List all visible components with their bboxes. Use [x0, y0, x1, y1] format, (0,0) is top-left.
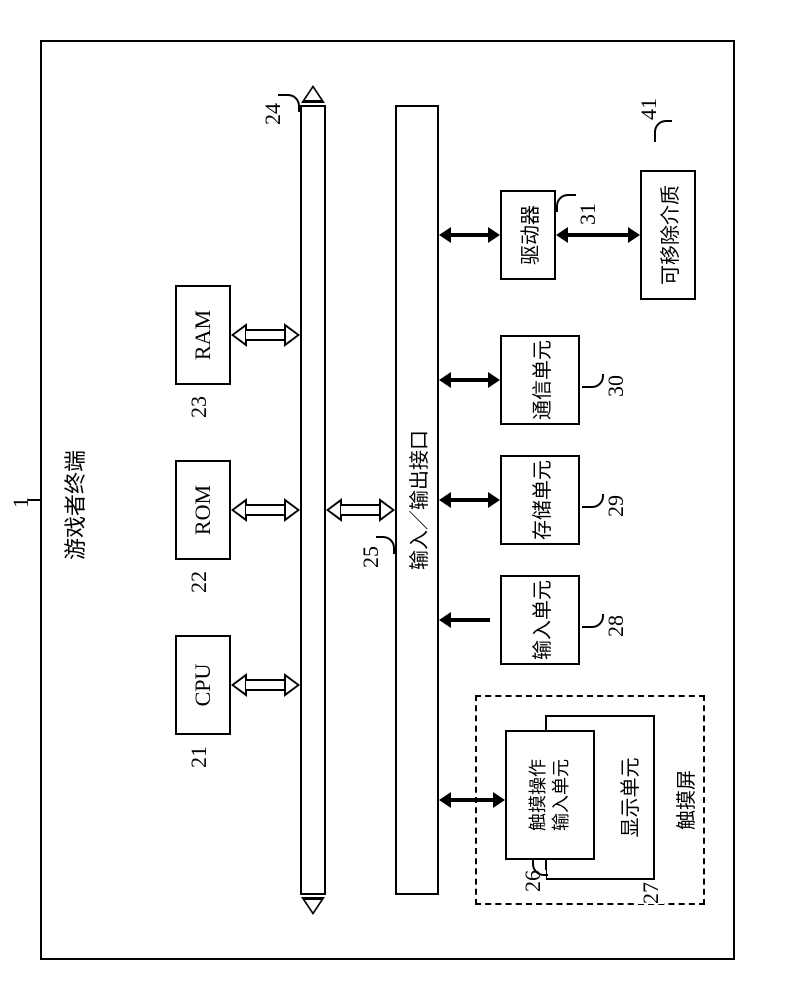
- ref-31: 31: [575, 203, 601, 225]
- block-storage: 存储单元: [500, 455, 580, 545]
- block-input-label: 输入单元: [526, 580, 555, 660]
- ref-21: 21: [186, 746, 212, 768]
- arrow-io-comm: [439, 372, 500, 388]
- ref-41: 41: [636, 98, 662, 120]
- bus-24: [300, 105, 326, 895]
- ref-29: 29: [603, 495, 629, 517]
- arrow-drive-media: [556, 227, 640, 243]
- arrow-io-input: [439, 612, 500, 628]
- ref-41-leader: [654, 120, 672, 142]
- arrow-ram-bus: [231, 323, 300, 347]
- arrow-io-drive: [439, 227, 500, 243]
- arrow-io-storage: [439, 492, 500, 508]
- io-bar: 输入／输出接口: [395, 105, 439, 895]
- block-ram: RAM: [175, 285, 231, 385]
- block-display-label: 显示单元: [614, 758, 643, 838]
- touchscreen-group-label: 触摸屏: [670, 770, 699, 830]
- ref-22: 22: [186, 571, 212, 593]
- container-title: 游戏者终端: [58, 450, 90, 560]
- ref-28: 28: [603, 615, 629, 637]
- block-drive: 驱动器: [500, 190, 556, 280]
- block-removable-label: 可移除介质: [654, 185, 683, 285]
- ref-31-leader: [556, 194, 576, 212]
- block-touch-label: 触摸操作 输入单元: [527, 759, 574, 831]
- bus-arrow-left: [301, 893, 325, 915]
- block-comm: 通信单元: [500, 335, 580, 425]
- arrow-bus-io: [326, 498, 395, 522]
- bus-arrow-right: [301, 85, 325, 107]
- ref-30: 30: [603, 375, 629, 397]
- block-drive-label: 驱动器: [514, 205, 543, 265]
- ref-1-leader: [28, 499, 40, 501]
- block-removable: 可移除介质: [640, 170, 696, 300]
- block-cpu: CPU: [175, 635, 231, 735]
- block-input: 输入单元: [500, 575, 580, 665]
- arrow-rom-bus: [231, 498, 300, 522]
- ref-27: 27: [638, 882, 664, 904]
- block-rom: ROM: [175, 460, 231, 560]
- block-comm-label: 通信单元: [526, 340, 555, 420]
- ref-23: 23: [186, 396, 212, 418]
- block-touch: 触摸操作 输入单元: [505, 730, 595, 860]
- arrow-cpu-bus: [231, 673, 300, 697]
- block-storage-label: 存储单元: [526, 460, 555, 540]
